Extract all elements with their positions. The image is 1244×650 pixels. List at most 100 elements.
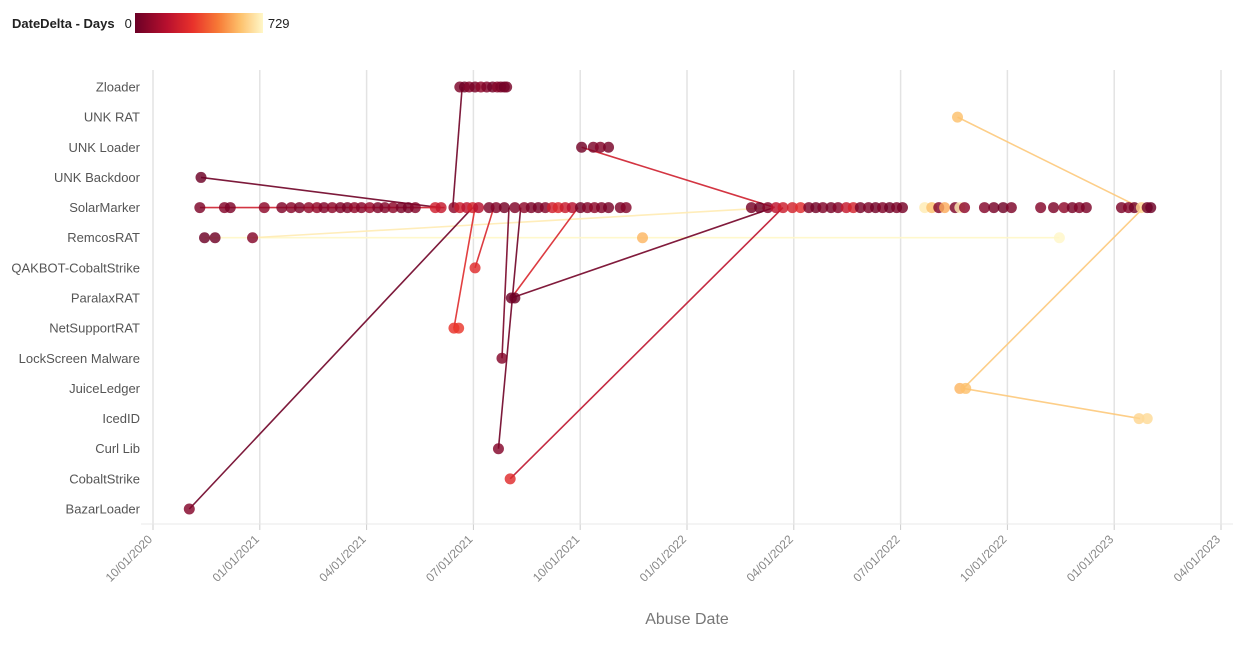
y-tick-label: CobaltStrike — [69, 471, 140, 486]
data-point — [453, 322, 465, 334]
y-tick-label: ParalaxRAT — [71, 291, 140, 306]
data-point — [817, 202, 829, 214]
y-tick-label: LockScreen Malware — [19, 351, 140, 366]
data-point — [1133, 413, 1145, 425]
data-point — [247, 232, 259, 244]
link-line — [509, 207, 784, 480]
link-line — [511, 206, 774, 299]
data-point — [1080, 202, 1092, 214]
link-line — [501, 207, 510, 359]
data-point — [285, 202, 297, 214]
data-point — [195, 171, 207, 183]
data-point — [409, 202, 421, 214]
data-point — [318, 202, 330, 214]
y-tick-label: JuiceLedger — [69, 381, 140, 396]
y-tick-label: SolarMarker — [69, 200, 140, 215]
data-point — [997, 202, 1009, 214]
link-line — [451, 86, 463, 208]
link-line — [581, 146, 776, 209]
x-tick-label: 01/01/2022 — [637, 532, 690, 585]
data-point — [509, 202, 521, 214]
y-tick-label: BazarLoader — [66, 502, 141, 517]
x-tick-label: 07/01/2022 — [850, 532, 903, 585]
data-point — [603, 141, 615, 153]
data-point — [754, 202, 766, 214]
data-point — [745, 202, 757, 214]
x-tick-label: 01/01/2023 — [1064, 532, 1117, 585]
data-point — [199, 232, 211, 244]
x-tick-label: 04/01/2021 — [316, 532, 369, 585]
y-tick-label: Curl Lib — [95, 441, 140, 456]
data-point — [576, 141, 588, 153]
data-point — [960, 382, 972, 394]
x-tick-label: 10/01/2021 — [530, 532, 583, 585]
data-point — [509, 292, 521, 304]
data-point — [637, 232, 648, 244]
data-point — [959, 202, 971, 214]
data-point — [496, 352, 508, 364]
y-tick-label: UNK RAT — [84, 110, 140, 125]
y-tick-label: IcedID — [102, 411, 140, 426]
data-point — [777, 202, 789, 214]
link-line — [957, 116, 1141, 209]
x-axis-label: Abuse Date — [645, 611, 729, 628]
data-point — [1035, 202, 1047, 214]
x-tick-label: 10/01/2022 — [957, 532, 1010, 585]
y-tick-label: UNK Loader — [68, 140, 140, 155]
y-tick-label: Zloader — [96, 80, 141, 95]
data-point — [490, 202, 502, 214]
data-point — [603, 202, 615, 214]
link-line — [510, 207, 579, 299]
color-legend: DateDelta - Days 0 729 — [12, 12, 290, 34]
data-point — [952, 111, 964, 123]
data-point — [501, 81, 513, 93]
y-tick-label: UNK Backdoor — [54, 170, 141, 185]
data-point — [854, 202, 866, 214]
link-line — [252, 206, 774, 239]
x-tick-label: 01/01/2021 — [210, 532, 263, 585]
data-point — [832, 202, 844, 214]
link-line — [474, 207, 495, 269]
data-point — [978, 202, 990, 214]
data-point — [896, 202, 908, 214]
data-point — [469, 262, 481, 274]
y-axis: Zloader UNK RAT UNK Loader UNK Backdoor Sola… — [11, 80, 140, 517]
data-point — [1058, 202, 1070, 214]
data-point — [1005, 202, 1017, 214]
link-line — [962, 207, 1145, 389]
data-point — [1145, 202, 1157, 214]
y-tick-label: RemcosRAT — [67, 230, 140, 245]
data-points — [183, 81, 1157, 515]
data-point — [594, 141, 606, 153]
data-point — [303, 202, 315, 214]
data-point — [566, 202, 578, 214]
legend-min-label: 0 — [124, 15, 132, 31]
x-tick-label: 04/01/2022 — [744, 532, 797, 585]
data-point — [1048, 202, 1060, 214]
data-point — [355, 202, 367, 214]
data-point — [786, 202, 798, 214]
data-point — [620, 202, 632, 214]
data-point — [224, 202, 236, 214]
x-tick-label: 04/01/2023 — [1171, 532, 1224, 585]
link-line — [963, 387, 1141, 420]
data-point — [504, 473, 516, 485]
data-point — [326, 202, 338, 214]
data-point — [194, 202, 206, 214]
data-point — [183, 503, 195, 515]
data-point — [387, 202, 399, 214]
data-point — [293, 202, 305, 214]
data-point — [276, 202, 288, 214]
data-point — [364, 202, 376, 214]
data-point — [1053, 232, 1065, 244]
link-lines — [188, 86, 1145, 510]
gridlines — [152, 70, 1222, 524]
data-point — [258, 202, 270, 214]
x-tick-label: 10/01/2020 — [103, 532, 156, 585]
x-axis: 10/01/2020 01/01/2021 04/01/2021 07/01/2021… — [103, 523, 1233, 585]
data-point — [209, 232, 221, 244]
y-tick-label: NetSupportRAT — [49, 321, 140, 336]
y-tick-label: QAKBOT-CobaltStrike — [11, 260, 140, 275]
link-line — [497, 207, 522, 449]
